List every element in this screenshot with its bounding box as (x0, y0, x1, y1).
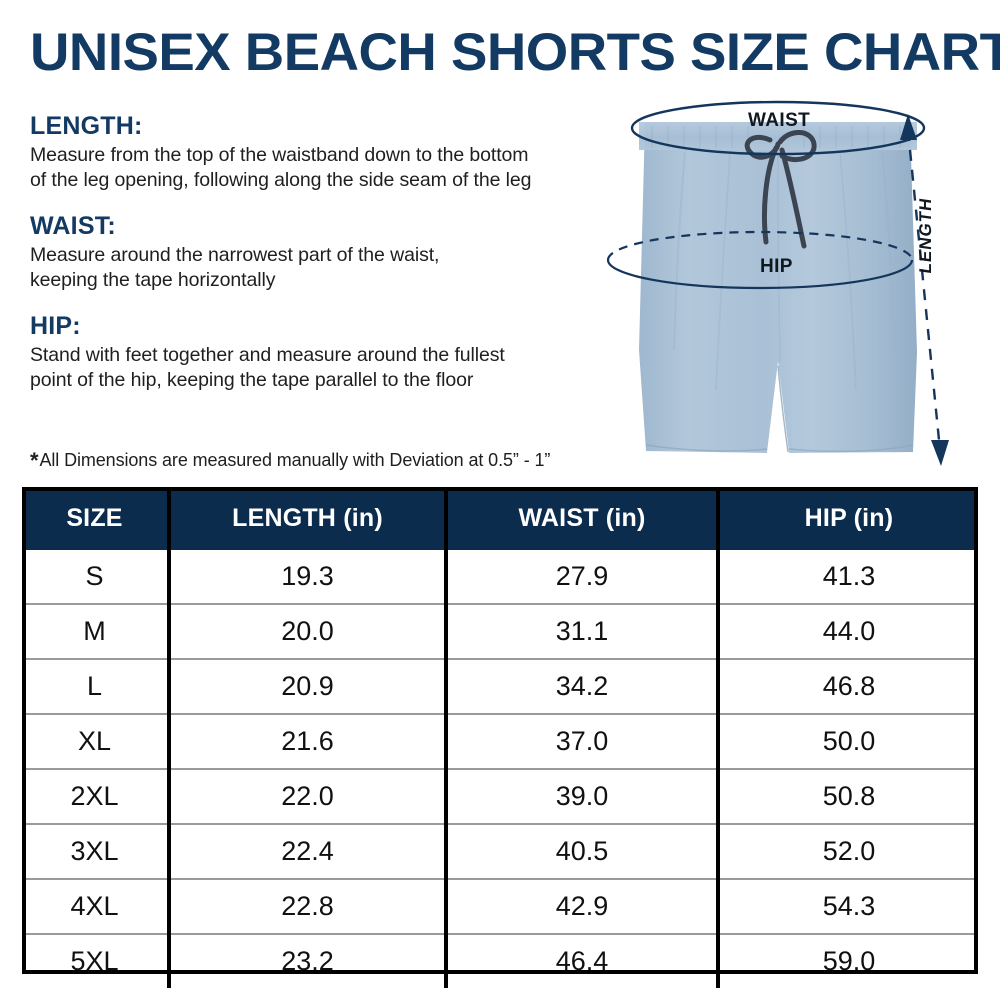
waist-label: WAIST (748, 110, 811, 131)
instruction-block-waist: WAIST: Measure around the narrowest part… (30, 212, 630, 293)
table-row: S 19.3 27.9 41.3 (22, 550, 978, 604)
table-row: XL 21.6 37.0 50.0 (22, 713, 978, 769)
footnote-text: All Dimensions are measured manually wit… (39, 450, 551, 470)
instruction-line: of the leg opening, following along the … (30, 168, 532, 191)
deviation-footnote: *All Dimensions are measured manually wi… (30, 448, 550, 474)
measurement-instructions: LENGTH: Measure from the top of the wais… (30, 112, 630, 412)
cell-waist: 34.2 (446, 658, 720, 714)
cell-length: 23.2 (169, 933, 448, 988)
hip-measure-ellipse (606, 230, 914, 290)
instruction-heading-length: LENGTH: (30, 112, 143, 140)
size-chart-table: SIZE LENGTH (in) WAIST (in) HIP (in) S 19… (22, 487, 978, 988)
cell-length: 22.8 (169, 878, 448, 934)
instruction-heading-hip: HIP: (30, 311, 81, 340)
cell-size: XL (22, 713, 171, 769)
page-title: UNISEX BEACH SHORTS SIZE CHART (30, 23, 1000, 82)
asterisk-icon: * (30, 448, 39, 473)
table-header-row: SIZE LENGTH (in) WAIST (in) HIP (in) (22, 487, 978, 550)
table-row: 2XL 22.0 39.0 50.8 (22, 768, 978, 824)
cell-hip: 50.0 (718, 713, 978, 769)
cell-waist: 27.9 (446, 550, 720, 604)
instruction-heading-waist: WAIST: (30, 211, 116, 240)
cell-hip: 59.0 (718, 933, 978, 988)
instruction-line: Measure around the narrowest part of the… (30, 243, 440, 266)
cell-hip: 41.3 (822, 561, 876, 591)
cell-waist: 42.9 (446, 878, 720, 934)
cell-size: 5XL (22, 933, 171, 988)
cell-length: 19.3 (169, 550, 448, 604)
cell-waist: 46.4 (446, 933, 720, 988)
instruction-text-hip: Stand with feet together and measure aro… (30, 343, 630, 393)
instruction-text-length: Measure from the top of the waistband do… (30, 143, 630, 193)
table-row: M 20.0 31.1 44.0 (22, 603, 978, 659)
table-body: S 19.3 27.9 41.3 M 20.0 31.1 44.0 L 20.9 34.2 46.8 X… (22, 550, 978, 988)
instruction-line: Stand with feet together and measure aro… (30, 343, 505, 366)
length-label: LENGTH (916, 196, 935, 275)
cell-waist: 37.0 (446, 713, 720, 769)
cell-length: 20.0 (169, 603, 448, 659)
instruction-block-hip: HIP: Stand with feet together and measur… (30, 312, 630, 393)
column-header-hip: HIP (in) (718, 487, 978, 550)
table-row: 5XL 23.2 46.4 59.0 (22, 933, 978, 988)
cell-length: 20.9 (169, 658, 448, 714)
cell-hip: 52.0 (718, 823, 978, 879)
column-header-length: LENGTH (in) (169, 487, 448, 550)
column-header-waist: WAIST (in) (446, 487, 720, 550)
cell-length: 21.6 (169, 713, 448, 769)
cell-size: 4XL (22, 878, 171, 934)
cell-waist: 39.0 (446, 768, 720, 824)
cell-size: M (22, 603, 171, 659)
cell-hip: 50.8 (718, 768, 978, 824)
cell-size: 2XL (22, 768, 171, 824)
table-row: L 20.9 34.2 46.8 (22, 658, 978, 714)
cell-waist: 40.5 (446, 823, 720, 879)
cell-length: 22.0 (169, 768, 448, 824)
table-row: 3XL 22.4 40.5 52.0 (22, 823, 978, 879)
cell-waist: 31.1 (446, 603, 720, 659)
table-header: SIZE LENGTH (in) WAIST (in) HIP (in) (22, 487, 978, 550)
length-measure-arrow (900, 114, 949, 466)
cell-size: 3XL (22, 823, 171, 879)
instruction-line: keeping the tape horizontally (30, 268, 276, 291)
cell-hip: 44.0 (718, 603, 978, 659)
shorts-diagram-svg (606, 100, 949, 466)
instruction-line: point of the hip, keeping the tape paral… (30, 368, 474, 391)
column-header-size: SIZE (22, 487, 171, 550)
waist-measure-ellipse (630, 100, 926, 156)
cell-length: 22.4 (169, 823, 448, 879)
table-row: 4XL 22.8 42.9 54.3 (22, 878, 978, 934)
cell-hip: 46.8 (718, 658, 978, 714)
instruction-block-length: LENGTH: Measure from the top of the wais… (30, 112, 630, 193)
instruction-line: Measure from the top of the waistband do… (30, 144, 529, 166)
hip-label: HIP (760, 256, 793, 277)
shorts-diagram: WAIST HIP LENGTH (590, 100, 990, 490)
cell-hip: 54.3 (718, 878, 978, 934)
cell-size: L (22, 658, 171, 714)
instruction-text-waist: Measure around the narrowest part of the… (30, 243, 630, 293)
cell-size: S (22, 550, 171, 604)
